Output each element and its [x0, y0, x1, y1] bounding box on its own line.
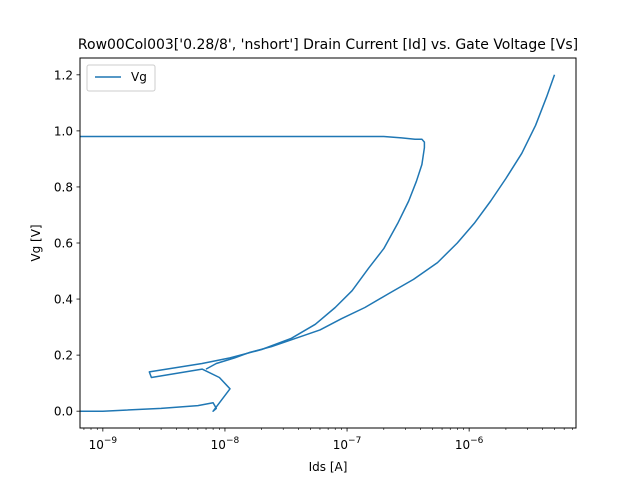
x-tick-label: 10−9	[89, 436, 118, 452]
x-axis-label: Ids [A]	[309, 460, 348, 474]
y-tick-label: 0.2	[54, 349, 73, 363]
legend-box	[86, 64, 156, 92]
y-tick-label: 1.0	[54, 124, 73, 138]
x-tick-label: 10−7	[333, 436, 362, 452]
y-tick-label: 1.2	[54, 68, 73, 82]
axes-frame	[79, 57, 577, 429]
plot-area	[79, 57, 577, 429]
y-axis: 0.0 0.2 0.4 0.6 0.8 1.0 1.2	[54, 68, 80, 419]
legend: Vg	[86, 64, 156, 92]
series-line-0	[80, 135, 426, 412]
y-tick-label: 0.8	[54, 180, 73, 194]
y-tick-label: 0.0	[54, 405, 73, 419]
y-tick-label: 0.4	[54, 293, 73, 307]
series-line-1	[205, 74, 556, 370]
y-tick-label: 0.6	[54, 237, 73, 251]
x-tick-label: 10−6	[455, 436, 484, 452]
y-axis-label: Vg [V]	[29, 224, 43, 261]
legend-label: Vg	[131, 70, 147, 84]
chart-title: Row00Col003['0.28/8', 'nshort'] Drain Cu…	[78, 37, 578, 53]
series-layer	[80, 74, 556, 412]
x-axis: 10−9 10−8 10−7 10−6	[83, 428, 573, 452]
x-tick-label: 10−8	[211, 436, 240, 452]
